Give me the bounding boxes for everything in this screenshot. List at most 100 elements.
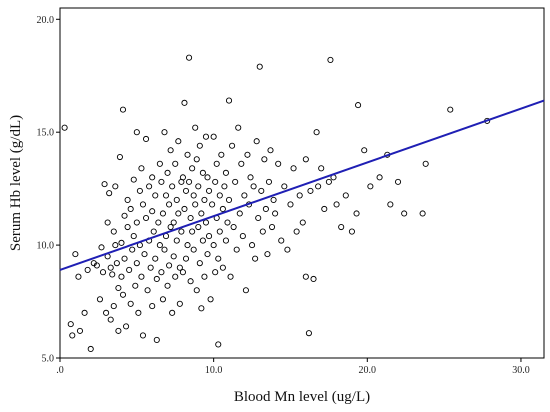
data-point-0-95 xyxy=(173,237,180,244)
data-point-0-128 xyxy=(199,169,206,176)
data-point-0-97 xyxy=(175,210,182,217)
data-point-0-4 xyxy=(75,273,82,280)
data-point-0-80 xyxy=(162,192,170,199)
data-point-0-91 xyxy=(170,253,177,260)
data-point-0-176 xyxy=(253,138,260,145)
data-point-0-32 xyxy=(119,106,127,113)
data-point-0-77 xyxy=(159,296,166,303)
data-point-0-64 xyxy=(149,208,156,215)
y-tick-label-0: 5.0 xyxy=(42,354,55,365)
data-point-0-94 xyxy=(173,196,180,203)
data-point-0-149 xyxy=(216,228,223,235)
data-point-0-135 xyxy=(204,251,211,258)
data-point-0-112 xyxy=(187,214,194,222)
data-point-0-123 xyxy=(195,223,202,231)
data-point-0-74 xyxy=(158,178,165,185)
data-point-0-130 xyxy=(201,196,208,203)
y-tick-label-3: 20.0 xyxy=(37,15,55,26)
data-point-0-218 xyxy=(376,174,383,181)
data-points xyxy=(61,54,491,353)
data-point-0-8 xyxy=(87,345,94,353)
data-point-0-99 xyxy=(176,300,183,307)
data-point-0-201 xyxy=(307,187,314,194)
data-point-0-178 xyxy=(256,63,263,70)
data-point-0-203 xyxy=(313,129,320,136)
data-point-0-169 xyxy=(242,287,249,294)
data-point-0-14 xyxy=(101,181,108,188)
data-point-0-29 xyxy=(116,153,123,161)
data-point-0-163 xyxy=(233,246,240,253)
data-point-0-46 xyxy=(133,129,140,136)
plot-frame xyxy=(59,7,545,359)
data-point-0-117 xyxy=(190,246,197,253)
data-point-0-101 xyxy=(178,228,185,235)
data-point-0-162 xyxy=(232,178,239,185)
data-point-0-189 xyxy=(275,160,282,167)
data-point-0-164 xyxy=(235,124,242,131)
data-point-0-170 xyxy=(244,151,251,158)
data-point-0-143 xyxy=(212,269,219,276)
data-point-0-83 xyxy=(164,282,171,289)
data-point-0-134 xyxy=(204,174,211,181)
data-point-0-122 xyxy=(195,183,202,190)
data-point-0-2 xyxy=(69,332,76,339)
data-point-0-198 xyxy=(302,273,309,280)
data-point-0-50 xyxy=(136,187,143,194)
data-point-0-166 xyxy=(238,160,245,167)
data-point-0-147 xyxy=(215,255,222,262)
data-point-0-186 xyxy=(268,223,276,231)
data-point-0-192 xyxy=(284,246,291,253)
data-point-0-109 xyxy=(184,242,191,249)
data-point-0-220 xyxy=(387,201,394,208)
data-point-0-69 xyxy=(153,275,160,283)
x-tick-label-2: 20.0 xyxy=(359,365,377,376)
data-point-0-57 xyxy=(142,135,150,143)
data-point-0-159 xyxy=(227,273,234,280)
data-point-0-66 xyxy=(150,228,157,235)
data-point-0-177 xyxy=(255,214,262,222)
data-point-0-87 xyxy=(167,223,174,231)
data-point-0-221 xyxy=(394,178,402,185)
data-point-0-28 xyxy=(115,327,122,334)
data-point-0-86 xyxy=(167,147,174,154)
data-point-0-146 xyxy=(215,341,222,348)
data-point-0-217 xyxy=(367,183,374,190)
data-point-0-183 xyxy=(264,251,271,258)
data-point-0-153 xyxy=(221,183,228,190)
data-point-0-68 xyxy=(152,255,159,262)
data-point-0-150 xyxy=(218,151,225,158)
data-point-0-136 xyxy=(205,187,213,194)
regression-line xyxy=(59,99,545,271)
data-point-0-223 xyxy=(419,210,426,217)
data-point-0-60 xyxy=(146,183,153,190)
data-point-0-205 xyxy=(318,165,325,172)
data-point-0-45 xyxy=(132,282,139,289)
data-point-0-93 xyxy=(172,273,179,280)
data-point-0-155 xyxy=(222,237,229,244)
data-point-0-25 xyxy=(112,242,119,249)
data-point-0-31 xyxy=(118,273,125,280)
x-tick-label-1: 10.0 xyxy=(205,365,223,376)
data-point-0-82 xyxy=(164,169,171,176)
x-tick-label-3: 30.0 xyxy=(512,365,530,376)
data-point-0-204 xyxy=(315,183,322,190)
y-tick-label-1: 10.0 xyxy=(37,241,55,252)
data-point-0-70 xyxy=(153,336,160,343)
data-point-0-199 xyxy=(302,156,309,163)
data-point-0-213 xyxy=(348,228,355,235)
data-point-0-42 xyxy=(129,246,136,253)
data-point-0-84 xyxy=(166,201,173,208)
data-point-0-126 xyxy=(198,210,205,217)
data-point-0-140 xyxy=(210,133,217,140)
data-point-0-3 xyxy=(72,251,79,258)
data-point-0-108 xyxy=(184,151,191,158)
data-point-0-72 xyxy=(156,160,163,167)
data-point-0-115 xyxy=(189,228,196,235)
data-point-0-23 xyxy=(110,303,117,310)
data-point-0-110 xyxy=(186,54,193,61)
data-point-0-40 xyxy=(127,205,134,213)
data-point-0-65 xyxy=(149,303,156,310)
data-point-0-98 xyxy=(176,264,183,271)
data-point-0-47 xyxy=(133,219,140,226)
y-axis: 5.0 10.0 15.0 20.0 xyxy=(37,15,60,365)
